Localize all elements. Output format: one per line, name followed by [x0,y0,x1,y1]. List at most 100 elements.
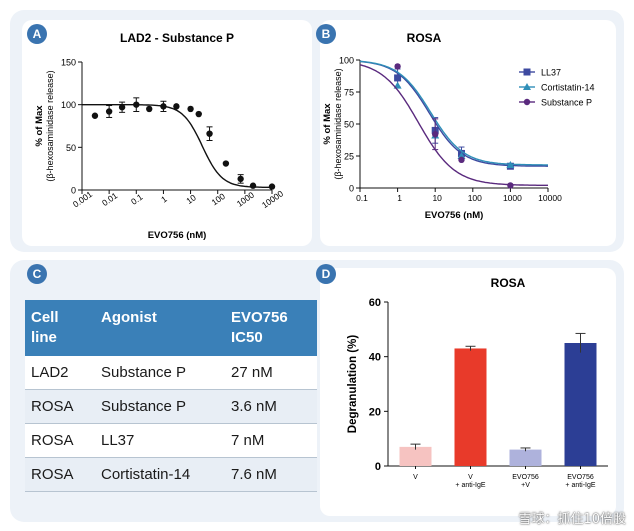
data-point [160,103,167,110]
data-point [432,131,439,138]
panel-a-card [22,20,312,246]
legend-marker [523,98,531,106]
table-row: ROSA Substance P 3.6 nM [25,389,317,424]
fit-curve-0 [82,104,272,189]
header-cell-line: Cell line [31,309,59,346]
x-tick-label: EVO756 [512,474,539,481]
table-cell-agonist: LL37 [95,423,225,458]
x-tick-label: 1 [159,194,169,205]
x-axis-label: EVO756 (nM) [148,230,207,241]
table-cell-cell-line: LAD2 [25,356,95,390]
watermark: 雪球：抓住10倍股 [518,512,626,527]
panel-d-label: D [316,264,336,284]
y-axis-sublabel: (β-hexosaminidase release) [45,70,55,181]
table-cell-ic50: 7 nM [225,423,317,458]
data-point [91,112,99,119]
chart-title: ROSA [407,31,442,45]
x-tick-label: 100 [468,193,482,203]
y-tick-label: 100 [61,100,76,110]
data-point [118,104,126,111]
y-axis-sublabel: (β-hexosaminidase release) [333,68,343,179]
table-cell-agonist: Substance P [95,356,225,390]
data-point [133,101,140,108]
bar [399,446,432,466]
legend-marker [523,68,531,76]
panel-c-label: C [27,264,47,284]
fit-curve-2 [359,64,548,186]
y-tick-label: 0 [349,184,354,194]
x-tick-label: EVO756 [567,474,594,481]
fit-curve-0 [359,60,548,167]
x-axis-label: EVO756 (nM) [425,210,484,221]
ic50-table-wrap: Cell line Agonist EVO756 IC50 LAD2 Substanc… [25,300,317,492]
data-point [394,63,401,70]
data-point [187,105,194,113]
data-point [268,183,276,190]
table-cell-ic50: 7.6 nM [225,457,317,492]
y-tick-label: 50 [66,143,76,153]
legend-label: Cortistatin-14 [541,83,595,93]
chart-b: ROSA 0 25 50 75 100 0.1 1 10 100 1000 10000 EVO756 (… [322,31,595,221]
bar [454,348,487,466]
x-tick-label: V [468,474,473,481]
data-point [458,156,465,164]
header-agonist: Agonist [101,309,157,326]
y-axis-label: % of Max [34,105,45,147]
legend-label: LL37 [541,68,561,78]
panel-a-label: A [27,24,47,44]
y-tick-label: 60 [369,297,381,309]
x-tick-label: 10 [432,193,442,203]
ic50-table: Cell line Agonist EVO756 IC50 LAD2 Substanc… [25,300,317,492]
data-point [507,182,514,189]
table-cell-agonist: Cortistatin-14 [95,457,225,492]
data-point [222,160,230,167]
x-tick-label: 0.1 [356,193,368,203]
y-tick-label: 0 [375,461,381,473]
x-tick-label: +V [521,482,530,489]
table-header-row: Cell line Agonist EVO756 IC50 [25,300,317,356]
legend-label: Substance P [541,98,592,108]
chart-title: ROSA [491,276,526,290]
table-row: ROSA Cortistatin-14 7.6 nM [25,457,317,492]
y-axis-label: Degranulation (%) [347,335,359,434]
data-point [394,74,402,82]
x-tick-label: 1000 [503,193,522,203]
bar [509,449,542,466]
legend-marker [523,83,531,90]
data-point [105,108,113,115]
y-tick-label: 75 [344,88,354,98]
x-tick-label: V [413,474,418,481]
table-cell-cell-line: ROSA [25,423,95,458]
chart-title: LAD2 - Substance P [120,31,234,45]
panel-b-label: B [316,24,336,44]
data-point [457,152,466,159]
panel-b-card [320,20,616,246]
y-tick-label: 40 [369,352,381,364]
table-cell-agonist: Substance P [95,389,225,424]
x-tick-label: + anti-IgE [455,482,485,489]
table-row: LAD2 Substance P 27 nM [25,356,317,390]
data-point [249,182,257,189]
data-point [237,175,244,183]
table-cell-ic50: 27 nM [225,356,317,390]
x-tick-label: 10000 [538,193,562,203]
y-tick-label: 50 [344,120,354,130]
x-tick-label: 1 [397,193,402,203]
fit-curve-1 [359,60,548,166]
y-axis-label: % of Max [322,103,333,145]
bar [564,343,597,466]
y-tick-label: 150 [61,58,76,68]
table-cell-cell-line: ROSA [25,457,95,492]
table-cell-ic50: 3.6 nM [225,389,317,424]
table-row: ROSA LL37 7 nM [25,423,317,458]
data-point [146,105,153,113]
y-tick-label: 0 [71,186,76,196]
data-point [173,103,180,110]
data-point [195,110,202,118]
y-tick-label: 20 [369,406,381,418]
table-cell-cell-line: ROSA [25,389,95,424]
data-point [206,130,213,137]
x-tick-label: + anti-IgE [565,482,595,489]
